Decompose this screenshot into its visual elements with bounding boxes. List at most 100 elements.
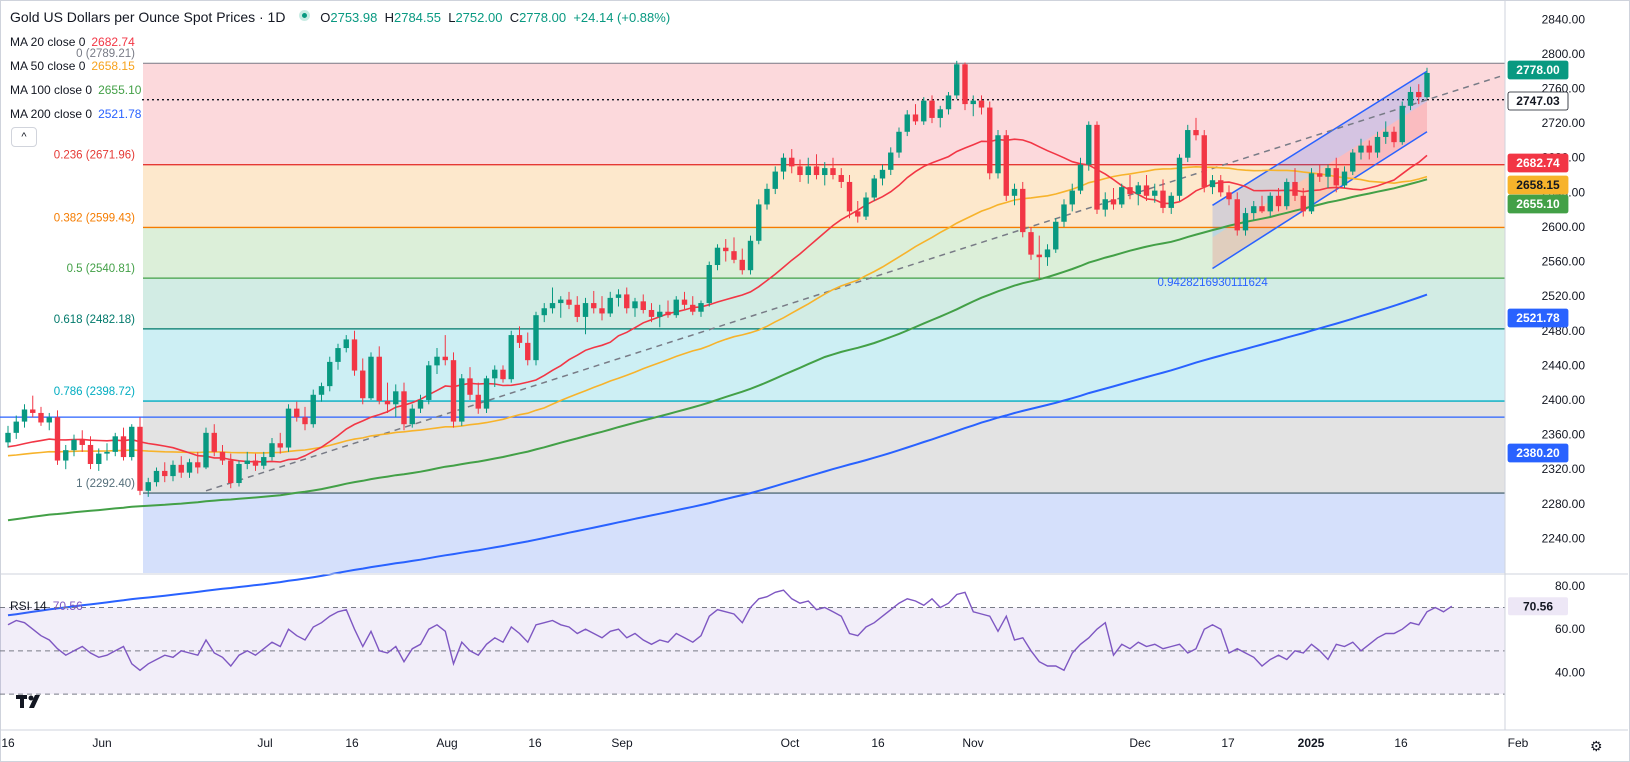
fib-label-3: 0.5 (2540.81) — [67, 263, 136, 275]
candle — [1168, 192, 1174, 214]
candle-body — [1061, 204, 1067, 222]
x-tick-label: Sep — [611, 736, 633, 750]
candle-body — [1020, 188, 1026, 233]
candle-body — [904, 114, 910, 132]
candle-body — [1366, 145, 1372, 153]
candle — [838, 168, 844, 189]
x-tick-label: Nov — [962, 736, 983, 750]
candle — [871, 175, 877, 201]
legend-ma100[interactable]: MA 100 close 0 2655.10 — [10, 83, 141, 97]
price-tag: 2380.20 — [1507, 443, 1569, 463]
x-tick-label: 16 — [345, 736, 359, 750]
fib-label-1: 0.236 (2671.96) — [54, 150, 135, 162]
candle — [1209, 175, 1216, 195]
candle-body — [591, 303, 597, 309]
candle-body — [1069, 190, 1075, 205]
candle — [1110, 188, 1117, 210]
candle — [294, 401, 300, 422]
channel-upper-line — [1212, 70, 1428, 206]
candle-body — [162, 470, 168, 477]
candle-body — [5, 432, 11, 443]
rsi-legend[interactable]: RSI 14 70.56 — [10, 599, 83, 613]
candle-body — [228, 460, 234, 484]
candle-body — [508, 335, 514, 380]
candle-body — [269, 443, 275, 458]
candle-body — [1350, 152, 1356, 172]
legend-ma20-label: MA 20 close 0 — [10, 35, 86, 49]
candle — [1259, 195, 1265, 214]
candle — [1053, 218, 1059, 253]
candle — [681, 291, 688, 310]
y-tick-label: 2360.00 — [1542, 428, 1586, 442]
legend-ma50-value: 2658.15 — [91, 59, 135, 73]
collapse-legend-button[interactable]: ^ — [11, 127, 37, 147]
candle — [13, 415, 19, 439]
candle — [855, 200, 861, 223]
fib-label-0: 0 (2789.21) — [76, 48, 135, 60]
candle — [335, 343, 341, 370]
rsi-tick-label: 80.00 — [1555, 579, 1585, 593]
candle-body — [1127, 187, 1133, 195]
candle-body — [21, 409, 28, 422]
candle-body — [739, 259, 745, 271]
candle-body — [285, 408, 292, 448]
price-tag-box — [1507, 175, 1569, 195]
change-value: +24.14 (+0.88%) — [573, 10, 671, 25]
candle-body — [657, 311, 663, 317]
candle-body — [640, 301, 646, 310]
candle — [665, 300, 671, 318]
candle — [558, 296, 564, 318]
low-label: L — [448, 10, 456, 25]
candle — [252, 453, 259, 471]
legend-ma50[interactable]: MA 50 close 0 2658.15 — [10, 59, 135, 73]
ma200-line — [7, 293, 1428, 617]
candle — [525, 332, 531, 366]
candle-body — [1416, 91, 1422, 98]
candle-body — [294, 408, 300, 418]
candle-body — [145, 482, 151, 491]
x-tick-label: Dec — [1129, 736, 1150, 750]
legend-ma20[interactable]: MA 20 close 0 2682.74 — [10, 35, 135, 49]
candle-body — [838, 175, 844, 182]
ohlc-readout: O2753.98 H2784.55 L2752.00 C2778.00 +24.… — [320, 10, 670, 25]
candle — [1366, 140, 1372, 160]
candle-body — [1119, 187, 1125, 205]
candle-body — [1003, 135, 1009, 196]
candle — [1201, 130, 1207, 193]
x-tick-label: 2025 — [1298, 736, 1325, 750]
candle-body — [277, 443, 283, 448]
legend-ma100-value: 2655.10 — [98, 83, 142, 97]
candle — [318, 382, 325, 402]
candle-body — [244, 460, 250, 464]
candle-body — [409, 408, 415, 425]
settings-gear-icon[interactable]: ⚙ — [1590, 738, 1603, 754]
channel-label: 0.9428216930111624 — [1158, 277, 1269, 289]
candle — [632, 297, 638, 317]
candle-body — [1086, 124, 1092, 165]
candle — [574, 296, 580, 323]
tradingview-logo-icon[interactable] — [16, 692, 46, 712]
candle — [706, 261, 712, 307]
candle-body — [1135, 185, 1141, 195]
candle-body — [813, 166, 820, 176]
candle — [714, 244, 721, 271]
candle — [467, 367, 473, 400]
candle — [731, 237, 737, 264]
price-tag-text: 2747.03 — [1516, 94, 1560, 108]
price-tag-box — [1507, 194, 1569, 214]
candle-body — [912, 114, 919, 122]
price-tag: 2658.15 — [1507, 175, 1569, 195]
candle-body — [343, 339, 349, 349]
candle-body — [1011, 188, 1018, 196]
candle — [120, 427, 127, 461]
candle-body — [1407, 91, 1414, 106]
candle-body — [1193, 130, 1199, 136]
candle — [186, 458, 193, 478]
candle-body — [450, 360, 457, 422]
candle-body — [104, 451, 110, 454]
legend-ma200[interactable]: MA 200 close 0 2521.78 — [10, 107, 141, 121]
candle-body — [1308, 173, 1315, 212]
candle-body — [1317, 173, 1323, 177]
candle — [384, 382, 391, 413]
